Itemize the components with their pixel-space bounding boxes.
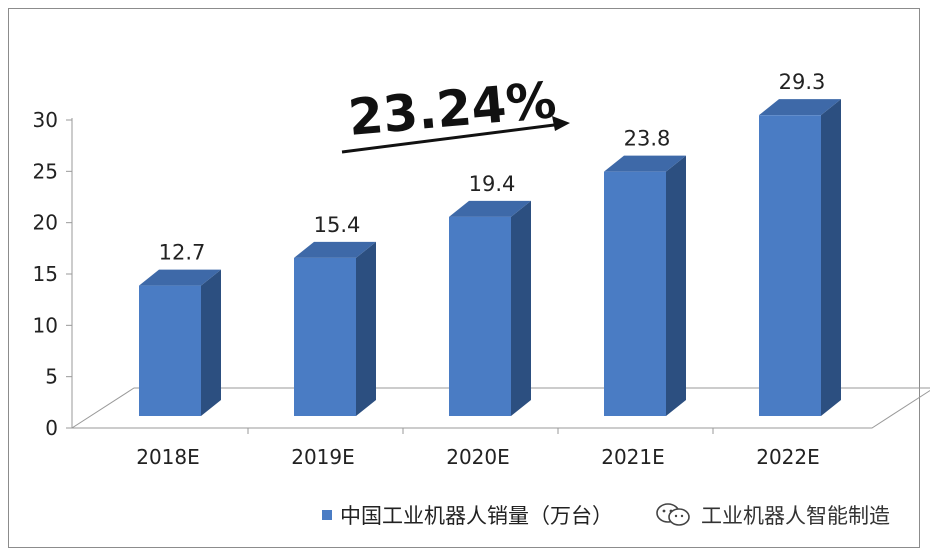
bar <box>139 285 201 416</box>
bar-side <box>666 155 686 417</box>
y-tick-label: 10 <box>33 313 58 337</box>
x-tick-label: 2019E <box>291 445 355 469</box>
bar-top <box>449 200 531 217</box>
bar-top <box>139 269 221 286</box>
growth-rate-label: 23.24% <box>346 71 559 147</box>
legend-swatch <box>322 510 332 520</box>
labels-layer: 12.7 2018E 15.4 2019E 19.4 2020E 23.8 2021E 29.3… <box>136 70 825 469</box>
bar <box>759 115 821 416</box>
bar-top <box>604 155 686 172</box>
growth-arrow <box>341 122 563 154</box>
y-tick-label: 25 <box>33 159 58 183</box>
y-tick-label: 15 <box>33 262 58 286</box>
y-tick-label: 20 <box>33 211 58 235</box>
x-tick-label: 2022E <box>756 445 820 469</box>
x-tick-label: 2020E <box>446 445 510 469</box>
legend-label: 中国工业机器人销量（万台） <box>340 504 613 528</box>
bar-top <box>294 241 376 258</box>
wechat-icon <box>656 503 690 526</box>
data-label: 23.8 <box>624 127 671 151</box>
bar-top <box>759 99 841 116</box>
floor-plane <box>70 387 930 429</box>
x-tick-label: 2018E <box>136 445 200 469</box>
bar <box>449 216 511 416</box>
y-tick-label: 5 <box>45 365 58 389</box>
bar <box>294 257 356 416</box>
bar-side <box>356 241 376 416</box>
bar-side <box>511 200 531 416</box>
x-tick-label: 2021E <box>601 445 665 469</box>
axis-layer: 0 5 10 15 20 25 30 <box>33 108 930 440</box>
watermark-text: 工业机器人智能制造 <box>701 504 890 528</box>
bar-side <box>821 99 841 416</box>
y-tick-label: 30 <box>33 108 58 132</box>
data-label: 12.7 <box>159 241 206 265</box>
legend: 中国工业机器人销量（万台） <box>322 500 613 530</box>
bar-side <box>201 269 221 416</box>
bars-layer <box>139 99 841 417</box>
data-label: 15.4 <box>314 213 361 237</box>
data-label: 29.3 <box>779 70 826 94</box>
growth-arrow-head <box>552 116 570 131</box>
growth-annotation: 23.24% <box>341 71 570 154</box>
data-label: 19.4 <box>469 172 516 196</box>
watermark: 工业机器人智能制造 <box>655 500 894 530</box>
bar <box>604 171 666 416</box>
y-tick-label: 0 <box>45 416 58 440</box>
